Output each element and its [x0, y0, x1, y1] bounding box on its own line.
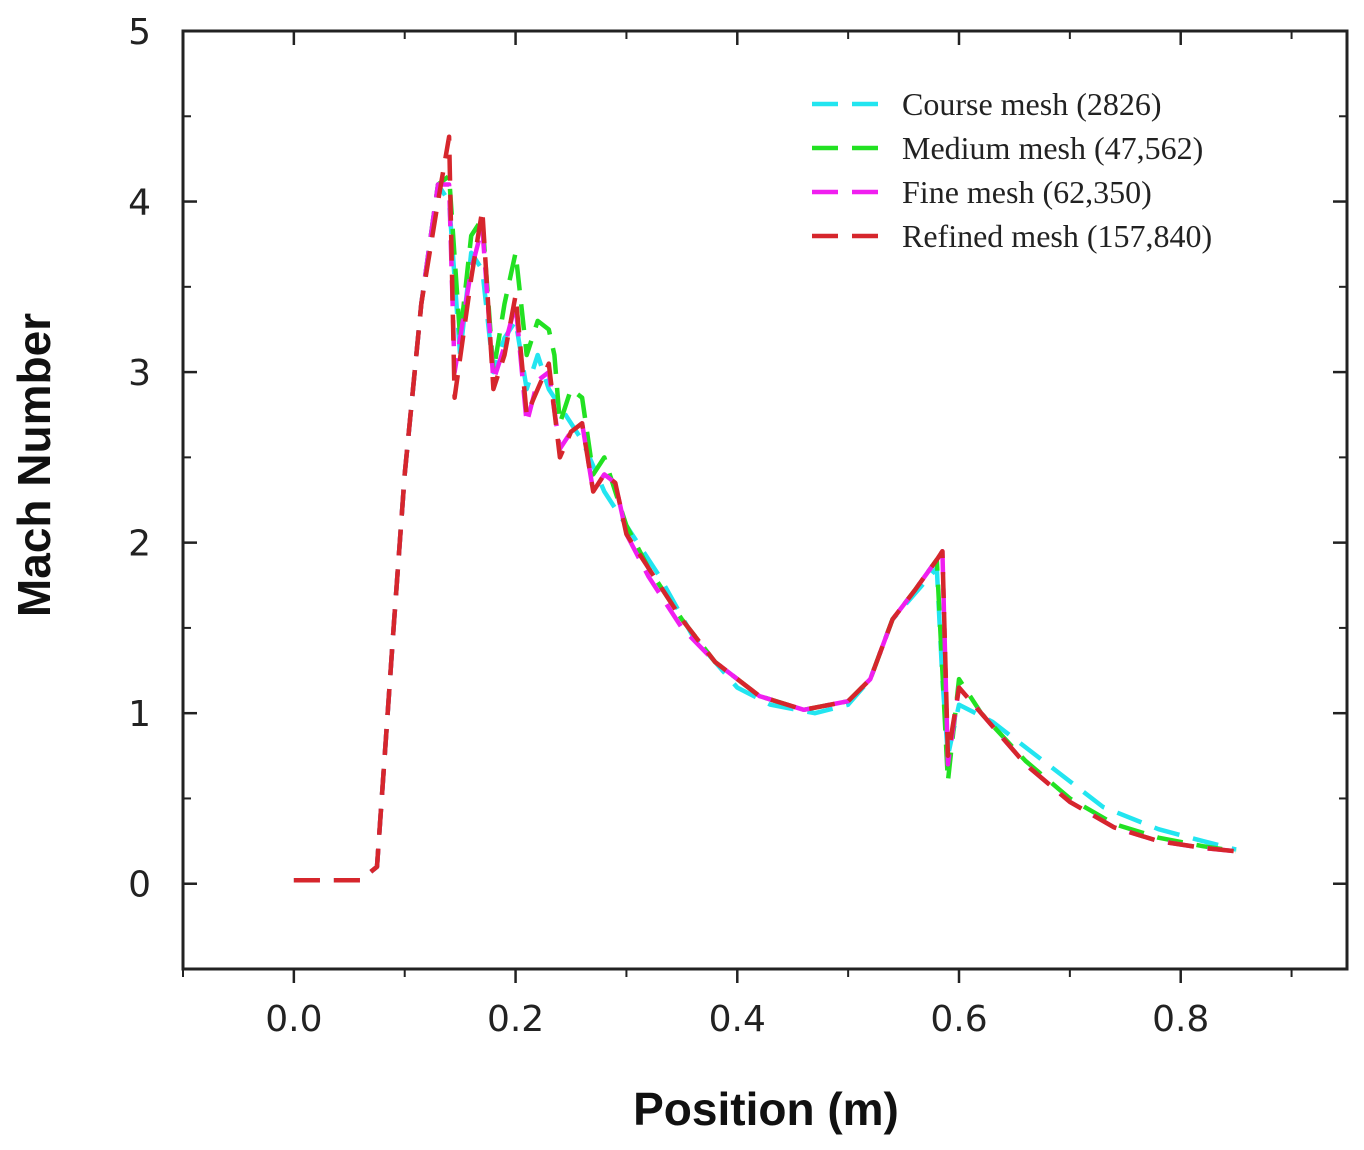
legend-label: Refined mesh (157,840): [902, 218, 1212, 254]
series-line-4: [293, 134, 1237, 883]
x-tick-label: 0.0: [265, 999, 322, 1040]
x-tick-label: 0.8: [1152, 999, 1209, 1040]
series-layer: [293, 134, 1237, 883]
y-tick-label: 1: [128, 694, 151, 735]
x-axis-title: Position (m): [633, 1083, 899, 1135]
legend-label: Course mesh (2826): [902, 86, 1162, 122]
x-tick-label: 0.2: [487, 999, 544, 1040]
x-tick-label: 0.4: [709, 999, 766, 1040]
y-tick-label: 5: [128, 12, 151, 53]
series-line-3: [293, 182, 1237, 883]
x-tick-label: 0.6: [930, 999, 987, 1040]
y-tick-label: 4: [128, 183, 151, 224]
series-line-2: [293, 173, 1237, 883]
y-tick-label: 2: [128, 524, 151, 565]
y-axis-title: Mach Number: [8, 313, 60, 617]
plot-frame: [181, 29, 1349, 971]
y-tick-label: 3: [128, 353, 151, 394]
y-tick-label: 0: [128, 865, 151, 906]
legend-label: Fine mesh (62,350): [902, 174, 1152, 210]
legend-label: Medium mesh (47,562): [902, 130, 1203, 166]
ticks-layer: 0.0 0.2 0.4 0.6 0.8 0 1 2 3 4 5: [128, 12, 1347, 1040]
series-line-1: [293, 182, 1237, 883]
legend: Course mesh (2826) Medium mesh (47,562) Fi…: [812, 86, 1212, 254]
